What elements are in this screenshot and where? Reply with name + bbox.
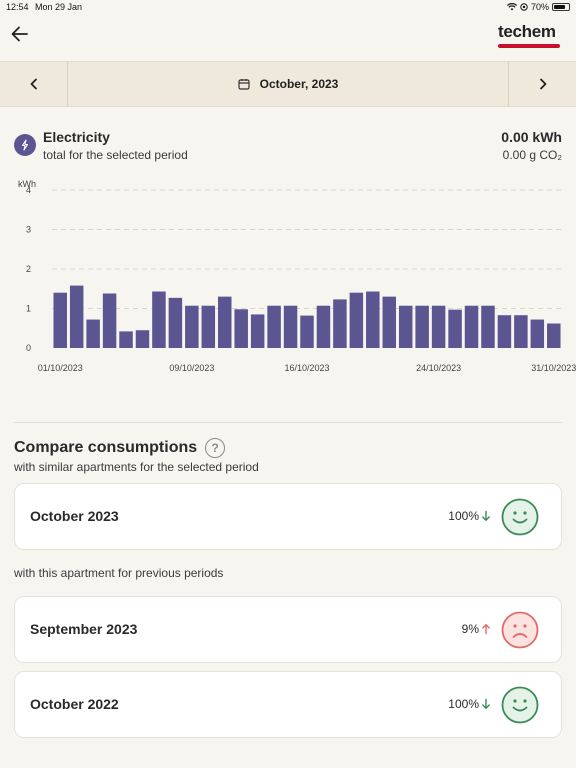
period-picker[interactable]: October, 2023	[70, 62, 506, 106]
chart-bar	[415, 305, 429, 348]
period-selector: October, 2023	[0, 61, 576, 107]
arrow-up-icon	[482, 624, 490, 635]
logo-text: techem	[498, 22, 556, 41]
percent-value: 9%	[461, 622, 479, 636]
compare-section-title: Compare consumptions ?	[14, 438, 226, 458]
comparison-card[interactable]: October 2022 100%	[14, 671, 562, 738]
chart-bar	[217, 296, 232, 348]
comparison-card[interactable]: October 2023 100%	[14, 483, 562, 550]
chart-bar	[250, 314, 265, 348]
similar-apartments-subtitle: with similar apartments for the selected…	[14, 460, 259, 474]
chart-bar	[69, 285, 84, 348]
chart-bar	[300, 315, 314, 348]
smiley-happy-icon	[501, 498, 539, 536]
x-tick-label: 09/10/2023	[169, 363, 214, 373]
utility-subtitle: total for the selected period	[43, 148, 188, 162]
y-tick-label: 2	[26, 264, 31, 274]
lightning-icon	[14, 134, 36, 156]
previous-periods-subtitle: with this apartment for previous periods	[14, 566, 224, 580]
chart-bar	[349, 292, 364, 348]
y-tick-label: 4	[26, 185, 31, 195]
percent-value: 100%	[448, 509, 479, 523]
card-period-label: October 2023	[30, 508, 119, 524]
chart-bar	[431, 305, 446, 348]
comparison-card[interactable]: September 2023 9%	[14, 596, 562, 663]
arrow-left-icon	[11, 26, 28, 42]
chart-bar	[86, 319, 100, 348]
chart-bar	[333, 299, 347, 348]
chart-bar	[185, 305, 199, 348]
chart-bar	[119, 331, 133, 348]
app-header: techem	[0, 14, 576, 61]
chevron-right-icon	[539, 78, 546, 90]
section-divider	[14, 422, 562, 423]
y-tick-label: 3	[26, 225, 31, 235]
arrow-down-icon	[482, 698, 490, 709]
chart-bar	[497, 315, 512, 348]
card-percent: 100%	[448, 697, 491, 711]
previous-period-button[interactable]	[0, 62, 68, 106]
y-axis-label: kWh	[18, 179, 36, 189]
compare-title-text: Compare consumptions	[14, 439, 198, 456]
chart-bar	[398, 305, 413, 348]
chart-bar	[547, 323, 561, 348]
x-tick-label: 16/10/2023	[284, 363, 329, 373]
techem-logo: techem	[498, 22, 562, 50]
chart-bar	[530, 319, 545, 348]
chart-bar	[267, 305, 281, 348]
status-bar: 12:54 Mon 29 Jan 70%	[0, 0, 576, 14]
x-tick-label: 24/10/2023	[416, 363, 461, 373]
battery-percent: 70%	[530, 2, 549, 12]
chart-bar	[53, 292, 67, 348]
chart-bar	[514, 315, 528, 348]
card-percent: 9%	[462, 622, 491, 636]
consumption-summary: Electricity total for the selected perio…	[14, 128, 562, 168]
total-kwh: 0.00 kWh	[501, 129, 562, 145]
chart-bar	[316, 305, 331, 348]
chart-bar	[135, 330, 150, 348]
status-time: 12:54	[6, 2, 29, 12]
chart-bar	[481, 305, 495, 348]
period-label: October, 2023	[259, 77, 339, 91]
chart-bar	[366, 291, 380, 348]
x-tick-label: 31/10/2023	[531, 363, 576, 373]
chart-bar	[234, 309, 248, 348]
utility-title: Electricity	[43, 129, 110, 145]
card-period-label: October 2022	[30, 696, 119, 712]
chart-bar	[448, 309, 462, 348]
x-tick-label: 01/10/2023	[38, 363, 83, 373]
y-tick-label: 0	[26, 343, 31, 353]
help-icon[interactable]: ?	[205, 438, 226, 458]
next-period-button[interactable]	[508, 62, 576, 106]
percent-value: 100%	[448, 697, 479, 711]
logo-underline	[498, 44, 560, 48]
chart-bar	[168, 297, 183, 348]
back-button[interactable]	[9, 23, 31, 45]
total-co2: 0.00 g CO₂	[502, 148, 562, 162]
arrow-down-icon	[482, 510, 490, 521]
chart-bar	[283, 305, 298, 348]
chevron-left-icon	[30, 78, 37, 90]
card-percent: 100%	[448, 509, 491, 523]
location-icon	[520, 3, 528, 11]
battery-icon	[552, 3, 570, 11]
chart-bar	[464, 305, 479, 348]
chart-bar	[152, 291, 166, 348]
wifi-icon	[506, 3, 517, 11]
status-right: 70%	[506, 2, 570, 12]
chart-bar	[102, 293, 117, 348]
smiley-sad-icon	[501, 611, 539, 649]
smiley-happy-icon	[501, 686, 539, 724]
calendar-icon	[238, 79, 250, 90]
status-date: Mon 29 Jan	[35, 2, 83, 12]
card-period-label: September 2023	[30, 621, 138, 637]
y-tick-label: 1	[26, 304, 31, 314]
chart-bar	[201, 305, 216, 348]
chart-bar	[382, 296, 397, 348]
